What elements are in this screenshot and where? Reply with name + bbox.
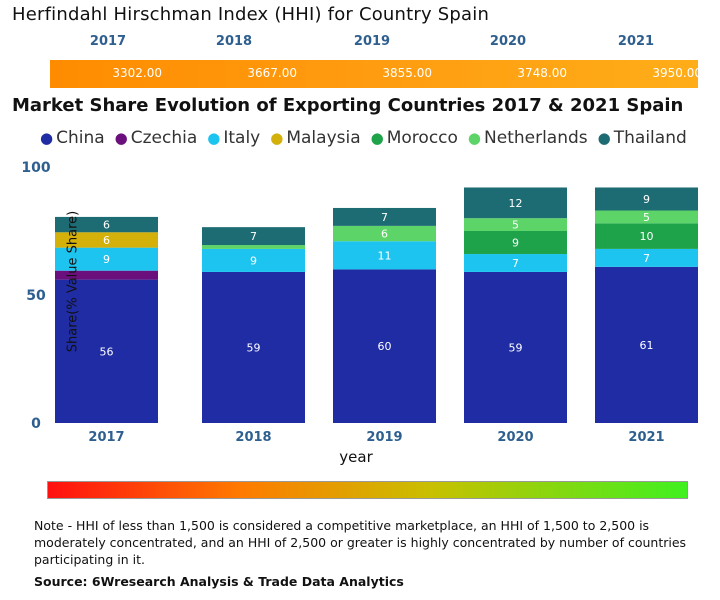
legend-marker-icon: ● — [597, 128, 611, 147]
legend-label: Thailand — [613, 128, 687, 148]
legend-marker-icon: ● — [370, 128, 384, 147]
hhi-value: 3667.00 — [247, 66, 297, 80]
legend-marker-icon: ● — [114, 128, 128, 147]
data-label: 5 — [643, 211, 650, 224]
legend-item-netherlands[interactable]: ● Netherlands — [468, 128, 588, 148]
data-label: 7 — [512, 257, 519, 270]
data-label: 59 — [247, 341, 261, 354]
bar-segment-netherlands-2021 — [595, 210, 698, 224]
x-tick-label: 2017 — [88, 430, 124, 445]
hhi-title: Herfindahl Hirschman Index (HHI) for Cou… — [12, 4, 490, 25]
hhi-value: 3950.00 — [652, 66, 702, 80]
bar-segment-thailand-2020 — [464, 187, 567, 219]
data-label: 5 — [512, 219, 519, 232]
bar-segment-netherlands-2020 — [464, 218, 567, 231]
legend-label: Morocco — [386, 128, 458, 148]
y-tick-label: 100 — [21, 160, 50, 176]
hhi-bar — [50, 60, 698, 88]
data-label: 9 — [512, 237, 519, 250]
data-label: 10 — [640, 230, 654, 243]
data-label: 9 — [103, 253, 110, 266]
data-label: 7 — [381, 211, 388, 224]
hhi-year-label: 2020 — [489, 34, 527, 49]
stacked-bar-chart: 0501005696620175997201860116720195979512… — [21, 160, 698, 445]
data-label: 12 — [509, 197, 523, 210]
x-axis-label: year — [339, 448, 373, 466]
legend-label: China — [56, 128, 105, 148]
data-label: 61 — [640, 339, 654, 352]
bar-segment-china-2020 — [464, 271, 567, 423]
data-label: 59 — [509, 341, 523, 354]
data-label: 7 — [643, 252, 650, 265]
bar-segment-thailand-2018 — [202, 227, 305, 246]
hhi-year-label: 2019 — [353, 34, 391, 49]
hhi-year-label: 2018 — [215, 34, 253, 49]
data-label: 9 — [643, 193, 650, 206]
legend-marker-icon: ● — [207, 128, 221, 147]
legend-label: Netherlands — [484, 128, 588, 148]
bar-segment-thailand-2021 — [595, 187, 698, 211]
legend-item-malaysia[interactable]: ● Malaysia — [270, 128, 360, 148]
data-label: 6 — [103, 219, 110, 232]
hhi-value: 3855.00 — [382, 66, 432, 80]
bar-segment-netherlands-2018 — [202, 245, 305, 249]
bar-segment-morocco-2020 — [464, 231, 567, 255]
legend-marker-icon: ● — [40, 128, 54, 147]
hhi-note: Note - HHI of less than 1,500 is conside… — [34, 518, 687, 567]
bar-segment-china-2018 — [202, 271, 305, 423]
bar-segment-malaysia-2017 — [55, 232, 158, 248]
legend-item-china[interactable]: ● China — [40, 128, 105, 148]
legend-label: Malaysia — [286, 128, 361, 148]
bar-segment-china-2017 — [55, 279, 158, 423]
data-label: 9 — [250, 254, 257, 267]
legend-marker-icon: ● — [467, 128, 482, 147]
legend-label: Italy — [223, 128, 261, 148]
bar-segment-netherlands-2019 — [333, 225, 436, 242]
legend-item-italy[interactable]: ● Italy — [207, 128, 260, 148]
data-label: 60 — [378, 340, 392, 353]
y-axis-label: Share(% Value Share) — [65, 210, 81, 353]
concentration-color-scale — [47, 481, 688, 499]
bar-segment-morocco-2021 — [595, 223, 698, 249]
data-label: 11 — [378, 249, 392, 262]
x-tick-label: 2021 — [628, 430, 664, 445]
legend-item-morocco[interactable]: ● Morocco — [371, 128, 458, 148]
bar-segment-italy-2019 — [333, 241, 436, 270]
bar-segment-china-2019 — [333, 269, 436, 423]
bar-segment-thailand-2019 — [333, 207, 436, 226]
legend-marker-icon: ● — [270, 128, 284, 147]
legend-label: Czechia — [130, 128, 198, 148]
legend-item-czechia[interactable]: ● Czechia — [115, 128, 198, 148]
hhi-value: 3748.00 — [517, 66, 567, 80]
data-label: 6 — [103, 234, 110, 247]
chart-title: Market Share Evolution of Exporting Coun… — [12, 95, 684, 116]
source-line: Source: 6Wresearch Analysis & Trade Data… — [34, 574, 404, 589]
data-label: 7 — [250, 230, 257, 243]
data-label: 56 — [100, 345, 114, 358]
y-tick-label: 0 — [31, 416, 41, 432]
data-label: 6 — [381, 228, 388, 241]
bar-segment-italy-2020 — [464, 254, 567, 272]
x-tick-label: 2020 — [497, 430, 533, 445]
bar-segment-thailand-2017 — [55, 216, 158, 233]
bar-segment-italy-2017 — [55, 247, 158, 271]
chart-legend: ● China ● Czechia ● Italy ● Malaysia ● Morocco ● Ne… — [40, 128, 687, 148]
legend-item-thailand[interactable]: ● Thailand — [598, 128, 687, 148]
bar-segment-italy-2018 — [202, 248, 305, 272]
x-tick-label: 2018 — [235, 430, 271, 445]
bar-segment-china-2021 — [595, 266, 698, 423]
y-tick-label: 50 — [26, 288, 46, 304]
hhi-year-label: 2021 — [617, 34, 655, 49]
hhi-year-label: 2017 — [89, 34, 127, 49]
bar-segment-czechia-2017 — [55, 270, 158, 280]
bar-segment-italy-2021 — [595, 248, 698, 267]
x-tick-label: 2019 — [366, 430, 402, 445]
hhi-value: 3302.00 — [112, 66, 162, 80]
